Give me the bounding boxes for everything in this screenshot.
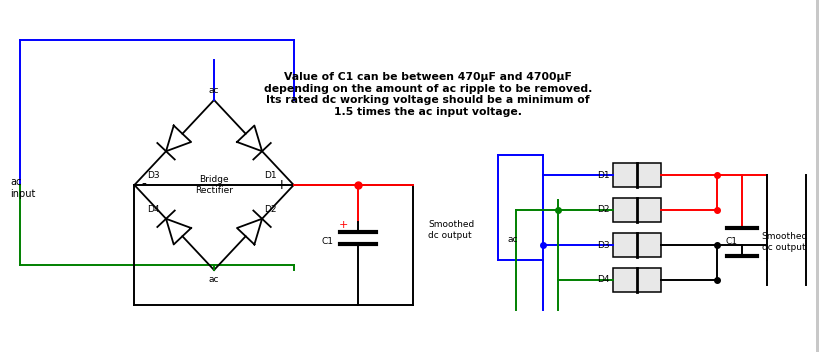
- Bar: [613, 198, 660, 222]
- Bar: [613, 268, 660, 292]
- Text: Smoothed
dc output: Smoothed dc output: [428, 220, 473, 240]
- Bar: [613, 233, 660, 257]
- Text: D4: D4: [596, 276, 609, 284]
- Text: ac: ac: [209, 275, 219, 284]
- Text: D3: D3: [147, 171, 160, 180]
- Text: D2: D2: [264, 205, 277, 214]
- Text: ac
input: ac input: [10, 177, 35, 199]
- Text: Smoothed
dc output: Smoothed dc output: [761, 232, 807, 252]
- Text: +: +: [274, 178, 287, 192]
- Text: C1: C1: [725, 238, 737, 246]
- Bar: [613, 163, 660, 187]
- Text: C1: C1: [321, 238, 333, 246]
- Text: -: -: [141, 178, 146, 192]
- Text: D3: D3: [596, 240, 609, 250]
- Text: ac: ac: [507, 235, 518, 245]
- Text: D1: D1: [264, 171, 277, 180]
- Text: D4: D4: [147, 205, 160, 214]
- Text: Value of C1 can be between 470μF and 4700μF
depending on the amount of ac ripple: Value of C1 can be between 470μF and 470…: [264, 72, 591, 117]
- Text: Bridge
Rectifier: Bridge Rectifier: [195, 175, 233, 195]
- Text: D1: D1: [596, 170, 609, 180]
- Text: +: +: [338, 220, 348, 230]
- Text: ac: ac: [209, 86, 219, 95]
- Text: D2: D2: [596, 206, 609, 214]
